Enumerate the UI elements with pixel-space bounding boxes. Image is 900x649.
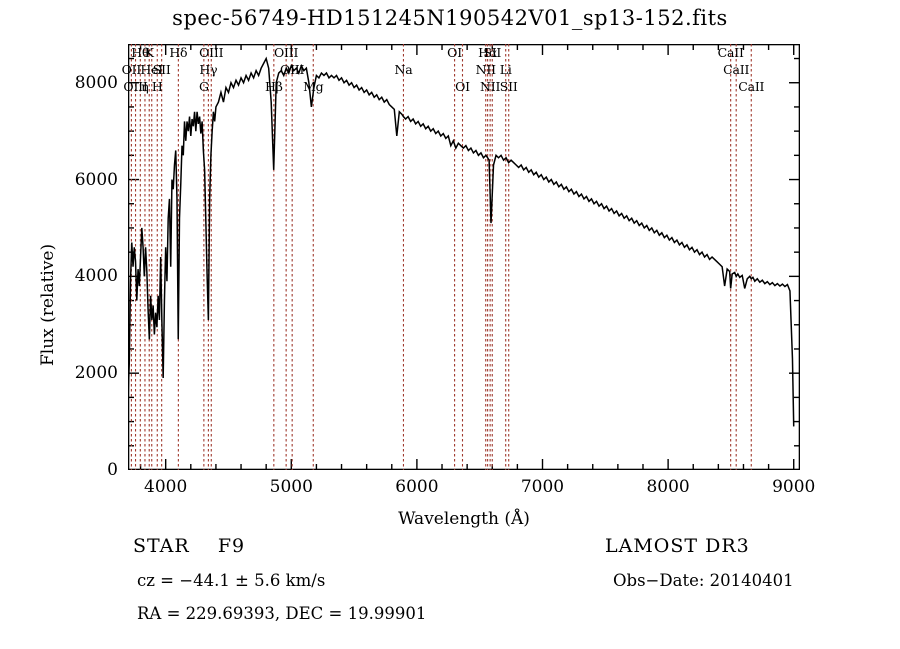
page-title: spec-56749-HD151245N190542V01_sp13-152.f…	[172, 6, 728, 30]
spectral-line-label: G	[198, 79, 209, 94]
y-tick-label: 8000	[74, 72, 118, 93]
x-tick-label: 9000	[772, 477, 816, 497]
spectral-line-label: Hα	[478, 45, 498, 60]
spectral-line-label: NII	[480, 79, 501, 94]
x-tick-label: 4000	[144, 477, 188, 497]
spectral-line-label: SII	[499, 79, 518, 94]
spectral-line-label: OII	[121, 62, 142, 77]
spectral-line-label: Hθ	[131, 45, 150, 60]
y-tick-label: 2000	[74, 363, 118, 384]
spectral-line-label: Na	[394, 62, 413, 77]
coordinates-value: RA = 229.69393, DEC = 19.99901	[137, 604, 427, 623]
x-tick-label: 6000	[395, 477, 439, 497]
spectral-line-label: OI	[447, 45, 462, 60]
spectral-line-label: CaII	[717, 45, 744, 60]
spectral-line-label: SII	[483, 45, 502, 60]
cz-value: cz = −44.1 ± 5.6 km/s	[137, 571, 326, 590]
spectral-line-label: η	[141, 79, 149, 94]
spectral-line-label: NII	[475, 62, 496, 77]
spectral-line-label: HeI	[140, 62, 164, 77]
spectral-line-label: Mg	[303, 79, 324, 94]
spectral-line-label: Hγ	[199, 62, 218, 77]
spectrum-svg	[128, 44, 800, 470]
y-tick-label: 0	[107, 460, 118, 480]
x-tick-label: 5000	[269, 477, 313, 497]
y-tick-label: 4000	[74, 266, 118, 287]
spectral-line-label: CaII	[738, 79, 765, 94]
spectral-line-label: OIII	[199, 45, 224, 60]
spectral-line-label: Hδ	[169, 45, 188, 60]
spectral-line-label: Li	[499, 62, 512, 77]
spectral-line-label: H	[151, 79, 163, 94]
spectral-line-label: OIII	[123, 79, 148, 94]
spectral-line-label: OIII	[273, 45, 299, 60]
survey-label: LAMOST DR3	[605, 535, 750, 557]
spectral-line-label: SII	[152, 62, 171, 77]
spectral-line-label: CaII	[723, 62, 750, 77]
x-tick-label: 7000	[520, 477, 565, 497]
object-type-label: STAR F9	[133, 535, 246, 557]
plot-area	[128, 44, 800, 470]
spectral-line-label: OIII	[280, 62, 305, 77]
spectral-line-label: Hβ	[264, 79, 283, 94]
spectral-class: F9	[217, 535, 246, 557]
y-axis-label: Flux (relative)	[38, 243, 58, 366]
x-tick-label: 8000	[646, 477, 690, 497]
spectral-line-label: OI	[455, 79, 470, 94]
spectral-line-label: K	[144, 45, 154, 60]
y-tick-label: 6000	[74, 169, 118, 190]
x-axis-label: Wavelength (Å)	[398, 509, 530, 529]
obs-date-label: Obs−Date: 20140401	[613, 571, 794, 590]
